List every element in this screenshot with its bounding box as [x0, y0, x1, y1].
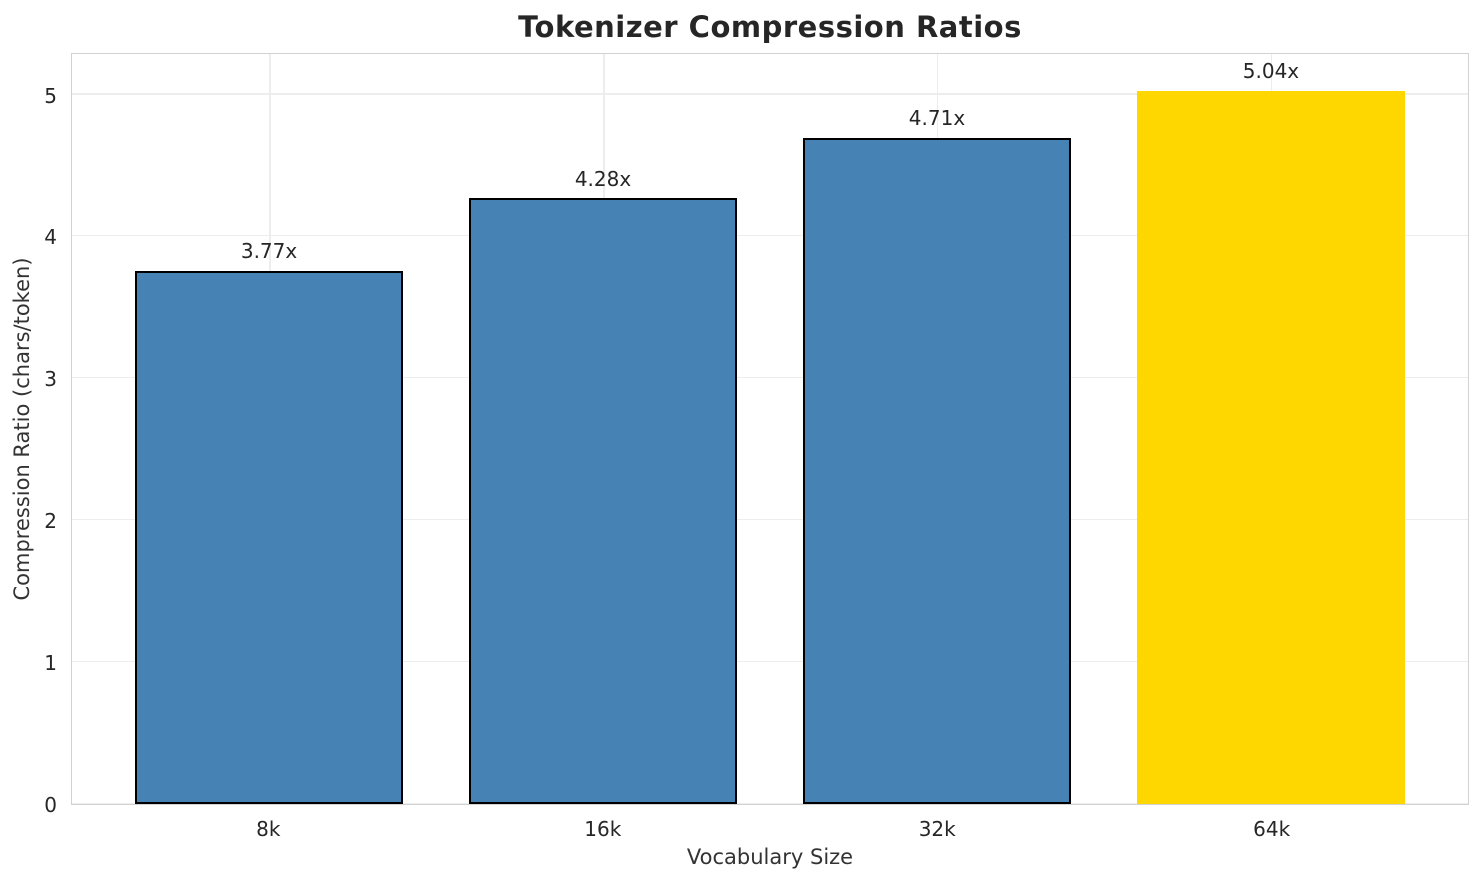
h-gridline [72, 802, 1468, 804]
x-tick-label-8k: 8k [256, 817, 281, 841]
x-tick-label-64k: 64k [1253, 817, 1291, 841]
y-tick-label: 0 [44, 793, 57, 817]
y-axis-label: Compression Ratio (chars/token) [10, 257, 34, 601]
h-gridline [72, 376, 1468, 379]
bar-32k [803, 137, 1071, 804]
plot-area: 3.77x 4.28x 4.71x 5.04x [71, 53, 1469, 805]
h-gridline [72, 93, 1468, 95]
y-tick-label: 3 [44, 367, 57, 392]
y-tick-label: 5 [44, 83, 57, 108]
h-gridline [72, 518, 1468, 521]
h-gridline [72, 234, 1468, 237]
bar-64k [1137, 90, 1405, 804]
bar-value-label: 4.71x [908, 105, 966, 130]
bar-value-label: 5.04x [1242, 58, 1300, 83]
x-axis-label: Vocabulary Size [686, 845, 854, 869]
chart-title: Tokenizer Compression Ratios [518, 10, 1022, 44]
bar-value-label: 3.77x [240, 239, 298, 264]
x-tick-label-32k: 32k [918, 817, 956, 841]
bar-16k [469, 198, 737, 804]
y-tick-label: 2 [44, 509, 57, 534]
bar-value-label: 4.28x [574, 166, 632, 191]
x-tick-label-16k: 16k [584, 817, 622, 841]
bar-8k [135, 270, 403, 804]
h-gridline [72, 660, 1468, 663]
y-tick-label: 4 [44, 225, 57, 250]
y-tick-label: 1 [44, 651, 57, 676]
